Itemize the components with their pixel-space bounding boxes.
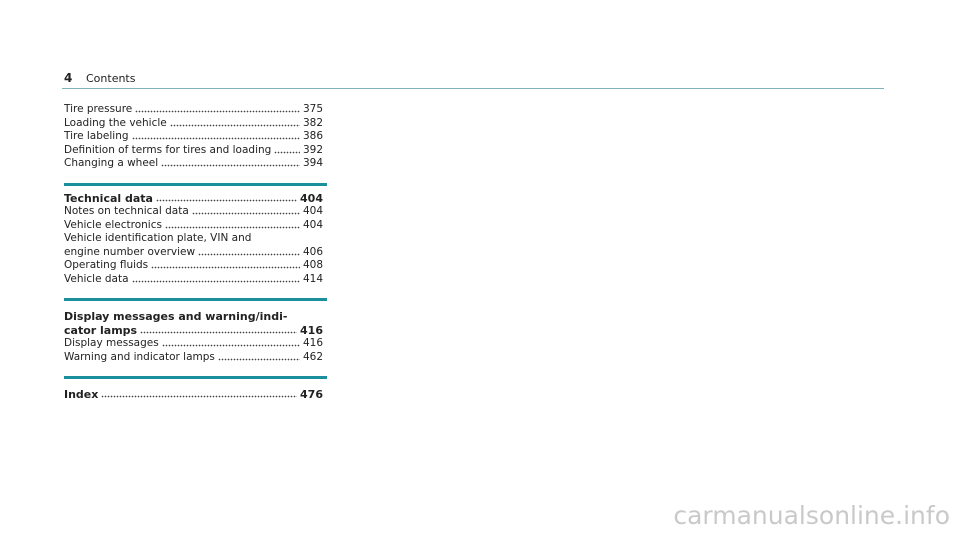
dot-leader [151, 259, 300, 269]
page-ref: 408 [302, 259, 323, 271]
section-heading: cator lamps 416 [64, 323, 323, 337]
page-ref: 382 [302, 116, 323, 129]
toc-entry: Changing a wheel 394 [64, 157, 323, 170]
toc-entry: Vehicle electronics 404 [64, 218, 323, 232]
entry-text: Display messages and warning/indi- [64, 310, 288, 323]
dot-leader [135, 103, 300, 113]
entry-text: Definition of terms for tires and loadin… [64, 143, 272, 156]
page-ref: 406 [302, 245, 323, 258]
dot-leader [191, 205, 300, 215]
dot-leader [161, 337, 300, 347]
entry-text: Tire pressure [64, 103, 133, 115]
dot-leader [131, 130, 300, 140]
toc-entry: Tire labeling 386 [64, 130, 323, 143]
entry-text: Display messages [64, 337, 159, 349]
page-ref: 404 [302, 218, 323, 231]
page-ref: 414 [302, 272, 323, 285]
section-heading: Display messages and warning/indi- [64, 310, 323, 323]
page-ref: 404 [302, 205, 323, 217]
entry-text: Notes on technical data [64, 205, 189, 217]
entry-text: cator lamps [64, 323, 138, 337]
section-heading: Technical data 404 [64, 191, 323, 205]
section-bar [64, 298, 327, 301]
toc-entry: Display messages 416 [64, 337, 323, 350]
section-heading: Index 476 [64, 388, 323, 401]
page-ref: 416 [300, 323, 323, 337]
page-ref: 386 [302, 130, 323, 142]
dot-leader [169, 116, 300, 127]
page-ref: 375 [302, 103, 323, 115]
toc-entry: Tire pressure 375 [64, 103, 323, 116]
entry-text: Tire labeling [64, 130, 129, 142]
toc-entry: engine number overview 406 [64, 245, 323, 259]
dot-leader [217, 350, 300, 361]
dot-leader [161, 157, 300, 167]
dot-leader [101, 388, 298, 398]
toc-entry: Notes on technical data 404 [64, 205, 323, 218]
toc-entry: Vehicle data 414 [64, 272, 323, 286]
dot-leader [131, 272, 300, 283]
entry-text: Vehicle identification plate, VIN and [64, 232, 252, 244]
entry-text: Changing a wheel [64, 157, 159, 169]
header-rule [62, 88, 884, 89]
header-title: Contents [86, 72, 136, 85]
entry-text: engine number overview [64, 245, 196, 258]
dot-leader [164, 218, 300, 229]
toc-entry: Warning and indicator lamps 462 [64, 350, 323, 364]
section-bar [64, 182, 327, 186]
section-bar [64, 376, 327, 379]
page-ref: 476 [300, 388, 323, 401]
dot-leader [198, 245, 300, 256]
toc-entry: Definition of terms for tires and loadin… [64, 143, 323, 157]
toc-entry: Vehicle identification plate, VIN and [64, 232, 323, 245]
watermark: carmanualsonline.info [673, 501, 950, 530]
toc-entry: Operating fluids 408 [64, 259, 323, 272]
dot-leader [274, 143, 300, 154]
entry-text: Vehicle data [64, 272, 129, 285]
page-ref: 416 [302, 337, 323, 349]
entry-text: Warning and indicator lamps [64, 350, 215, 363]
page-number: 4 [64, 71, 73, 85]
dot-leader [140, 323, 298, 334]
page-ref: 392 [302, 143, 323, 156]
page-ref: 462 [302, 350, 323, 363]
toc-entry: Loading the vehicle 382 [64, 116, 323, 130]
page-ref: 394 [302, 157, 323, 169]
entry-text: Index [64, 388, 99, 401]
dot-leader [155, 191, 298, 202]
entry-text: Vehicle electronics [64, 218, 162, 231]
entry-text: Loading the vehicle [64, 116, 167, 129]
entry-text: Technical data [64, 191, 153, 205]
page-ref: 404 [300, 191, 323, 205]
entry-text: Operating fluids [64, 259, 149, 271]
